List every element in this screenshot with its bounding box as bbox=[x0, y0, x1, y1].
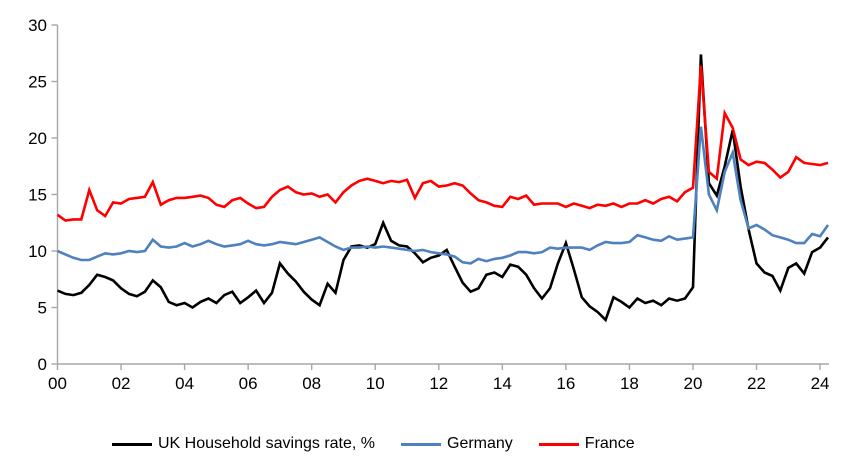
legend-item-france: France bbox=[538, 435, 635, 452]
y-tick-label: 25 bbox=[28, 72, 47, 91]
x-tick-label: 18 bbox=[620, 374, 639, 393]
x-tick-label: 24 bbox=[811, 374, 830, 393]
x-tick-label: 10 bbox=[366, 374, 385, 393]
y-tick-label: 10 bbox=[28, 242, 47, 261]
y-tick-label: 15 bbox=[28, 185, 47, 204]
y-tick-label: 20 bbox=[28, 129, 47, 148]
france-line-sample bbox=[538, 442, 579, 446]
x-tick-label: 22 bbox=[747, 374, 766, 393]
x-tick-label: 02 bbox=[112, 374, 131, 393]
legend-label-france: France bbox=[584, 435, 635, 452]
series-line-france bbox=[56, 65, 829, 222]
legend: UK Household savings rate, % Germany Fra… bbox=[112, 436, 635, 452]
y-tick-label: 5 bbox=[38, 298, 47, 317]
x-tick-label: 08 bbox=[302, 374, 321, 393]
legend-item-germany: Germany bbox=[401, 436, 513, 452]
legend-label-uk: UK Household savings rate, % bbox=[158, 435, 375, 452]
series-line-germany bbox=[56, 126, 830, 265]
x-tick-label: 00 bbox=[48, 374, 67, 393]
germany-line-sample bbox=[401, 442, 441, 446]
y-tick-label: 0 bbox=[38, 355, 47, 374]
x-tick-label: 20 bbox=[684, 374, 703, 393]
x-tick-label: 04 bbox=[175, 374, 194, 393]
x-tick-label: 06 bbox=[239, 374, 258, 393]
plot-area: 0 5 10 15 20 25 30 00 02 04 06 08 10 12 14 16 18 20 22 24 bbox=[28, 16, 830, 393]
x-tick-label: 12 bbox=[429, 374, 448, 393]
x-tick-label: 16 bbox=[556, 374, 575, 393]
legend-item-uk: UK Household savings rate, % bbox=[112, 436, 375, 452]
x-tick-label: 14 bbox=[493, 374, 512, 393]
uk-line-sample bbox=[112, 442, 152, 446]
legend-label-germany: Germany bbox=[447, 435, 513, 452]
y-tick-label: 30 bbox=[28, 16, 47, 35]
